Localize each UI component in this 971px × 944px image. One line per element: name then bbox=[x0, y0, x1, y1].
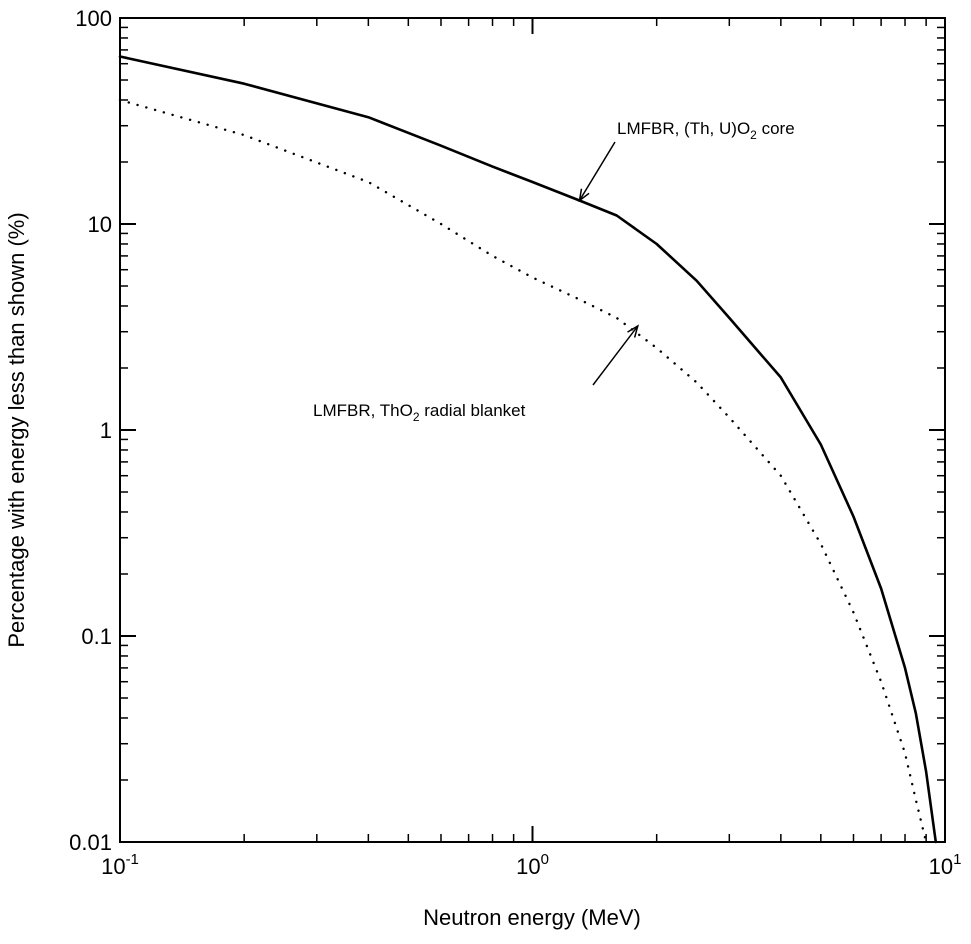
y-tick-label: 0.1 bbox=[81, 624, 112, 649]
series-solid-line bbox=[118, 55, 938, 844]
y-tick-label: 1 bbox=[100, 418, 112, 443]
series-dotted-line bbox=[118, 98, 928, 844]
annotation-arrow bbox=[578, 141, 616, 201]
y-tick-label: 0.01 bbox=[69, 830, 112, 855]
annotation-arrowhead bbox=[578, 188, 590, 203]
plot-frame bbox=[119, 17, 946, 843]
annotations: LMFBR, (Th, U)O2 core LMFBR, ThO2 radial … bbox=[313, 119, 795, 424]
x-axis: 10-1 100 101 bbox=[101, 18, 961, 879]
y-axis: 0.01 0.1 1 10 100 bbox=[69, 6, 945, 855]
annotation-label: LMFBR, ThO2 radial blanket bbox=[313, 401, 526, 424]
annotation-arrowhead bbox=[627, 324, 640, 338]
x-tick-label: 100 bbox=[516, 851, 549, 879]
series-lines bbox=[118, 55, 938, 844]
y-tick-label: 10 bbox=[88, 212, 112, 237]
x-tick-label: 101 bbox=[929, 851, 962, 879]
annotation-label: LMFBR, (Th, U)O2 core bbox=[617, 119, 795, 142]
y-tick-label: 100 bbox=[75, 6, 112, 31]
x-tick-label: 10-1 bbox=[101, 851, 139, 879]
y-axis-label: Percentage with energy less than shown (… bbox=[4, 212, 29, 647]
x-axis-label: Neutron energy (MeV) bbox=[423, 905, 641, 930]
annotation-arrow bbox=[592, 325, 639, 386]
